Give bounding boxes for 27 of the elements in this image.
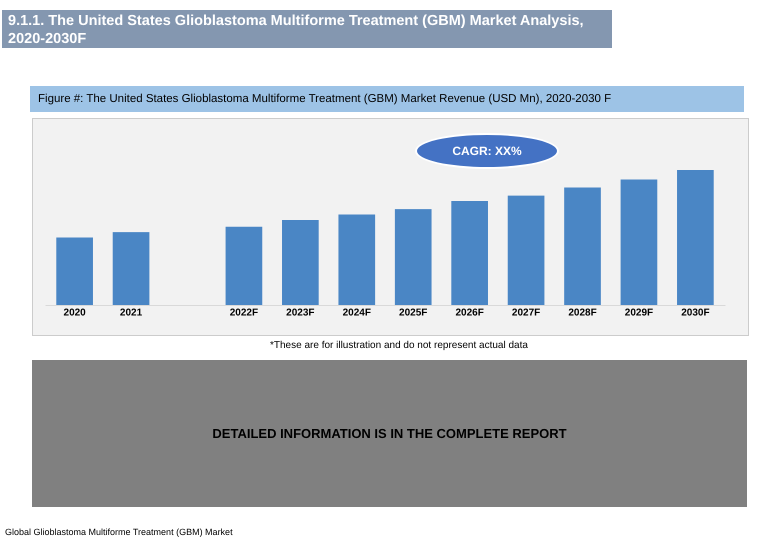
chart-subtitle: Figure #: The United States Glioblastoma Multiforme Treatment (GBM) Market Revenue (USD Mn), 2020-2030 F <box>30 86 744 112</box>
x-tick-label: 2020 <box>64 308 86 318</box>
bar <box>451 201 488 305</box>
text: Global Glioblastoma Multiforme Treatment (GBM) Market <box>5 527 233 537</box>
x-tick-label: 2030F <box>681 308 710 318</box>
chart-title: 9.1.1. The United States Glioblastoma Multiforme Treatment (GBM) Market Analysis, 2020-2030F <box>2 10 612 48</box>
bar <box>677 170 714 305</box>
bar <box>56 238 93 305</box>
bar <box>226 226 262 305</box>
x-tick-label: 2029F <box>624 308 654 318</box>
text: *These are for illustration and do not represent actual data <box>270 340 528 351</box>
x-tick-label: 2026F <box>455 308 484 318</box>
bar <box>394 209 432 305</box>
bar <box>112 232 150 305</box>
x-tick-label: 2024F <box>342 308 371 318</box>
bar <box>508 196 544 305</box>
x-tick-label: 2023F <box>286 308 315 318</box>
x-tick-label: 2022F <box>230 308 258 318</box>
bar <box>620 179 658 305</box>
x-tick-label: 2028F <box>568 308 597 318</box>
bar <box>338 214 376 305</box>
bar <box>564 188 601 305</box>
text: DETAILED INFORMATION IS IN THE COMPLETE REPORT <box>32 360 747 507</box>
x-tick-label: 2025F <box>399 308 428 318</box>
x-tick-label: 2027F <box>512 308 540 318</box>
x-tick-label: 2021 <box>120 308 143 318</box>
bar <box>282 220 319 305</box>
